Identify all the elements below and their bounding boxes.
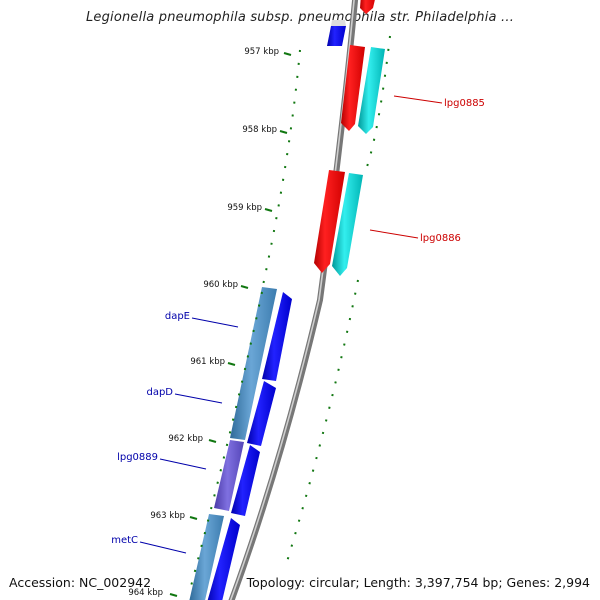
tick-mark	[227, 362, 236, 366]
kbp-ticks: 957 kbp 958 kbp 959 kbp 960 kbp 961 kbp 962 k…	[128, 47, 292, 598]
tick-mark	[189, 516, 198, 520]
tick-mark	[240, 285, 249, 289]
tick-label: 957 kbp	[244, 47, 279, 57]
gene-label-leader	[369, 229, 419, 239]
gene-labels: lpg0885 lpg0886 dapE dapD lpg0889 metC	[111, 95, 485, 554]
gene-arrow-forward-top[interactable]	[360, 0, 376, 14]
gene-arrow-metC[interactable]	[206, 518, 240, 600]
tick-mark	[279, 130, 288, 134]
tick-label: 958 kbp	[242, 125, 277, 135]
gene-label-leader	[159, 458, 207, 470]
gene-arrow-dapD[interactable]	[247, 381, 276, 446]
gene-arrow-dapE[interactable]	[262, 292, 292, 381]
gene-label-dapE[interactable]: dapE	[165, 311, 190, 322]
gene-label-leader	[174, 393, 223, 404]
gene-arrow-lpg0889[interactable]	[231, 445, 260, 516]
tick-label: 959 kbp	[227, 203, 262, 213]
cds-arrow-lpg0885[interactable]	[358, 47, 385, 134]
cds-arrow-metC[interactable]	[189, 514, 224, 600]
tick-mark	[208, 439, 217, 443]
gene-label-leader	[191, 317, 239, 328]
gene-arrow-reverse-top-cap	[331, 20, 346, 26]
gene-label-lpg0885[interactable]: lpg0885	[444, 98, 485, 109]
tick-label: 960 kbp	[203, 280, 238, 290]
tick-label: 961 kbp	[190, 357, 225, 367]
gene-arrow-lpg0886[interactable]	[314, 170, 345, 273]
gene-label-lpg0889[interactable]: lpg0889	[117, 452, 158, 463]
gene-label-metC[interactable]: metC	[111, 535, 138, 546]
cds-arrow-lpg0889[interactable]	[214, 440, 244, 511]
gene-label-leader	[139, 541, 187, 554]
tick-label: 962 kbp	[168, 434, 203, 444]
guide-tracks	[189, 35, 391, 591]
tick-label: 963 kbp	[150, 511, 185, 521]
tick-mark	[283, 52, 292, 56]
gene-arrow-reverse-top[interactable]	[327, 26, 346, 46]
gene-label-leader	[393, 95, 443, 104]
tick-label: 964 kbp	[128, 588, 163, 598]
cds-arrow-dapE[interactable]	[230, 287, 277, 440]
map-title: Legionella pneumophila subsp. pneumophil…	[85, 10, 515, 25]
accession-text: Accession: NC_002942	[9, 575, 152, 590]
tick-mark	[264, 208, 273, 212]
gene-label-lpg0886[interactable]: lpg0886	[420, 233, 461, 244]
tick-mark	[169, 593, 178, 597]
gene-label-dapD[interactable]: dapD	[146, 387, 173, 398]
reverse-strand-genes	[189, 287, 292, 600]
forward-strand-genes	[314, 0, 385, 276]
topology-text: Topology: circular; Length: 3,397,754 bp…	[246, 575, 590, 590]
cds-arrow-lpg0886[interactable]	[332, 173, 363, 276]
gene-arrow-lpg0885[interactable]	[341, 45, 365, 131]
